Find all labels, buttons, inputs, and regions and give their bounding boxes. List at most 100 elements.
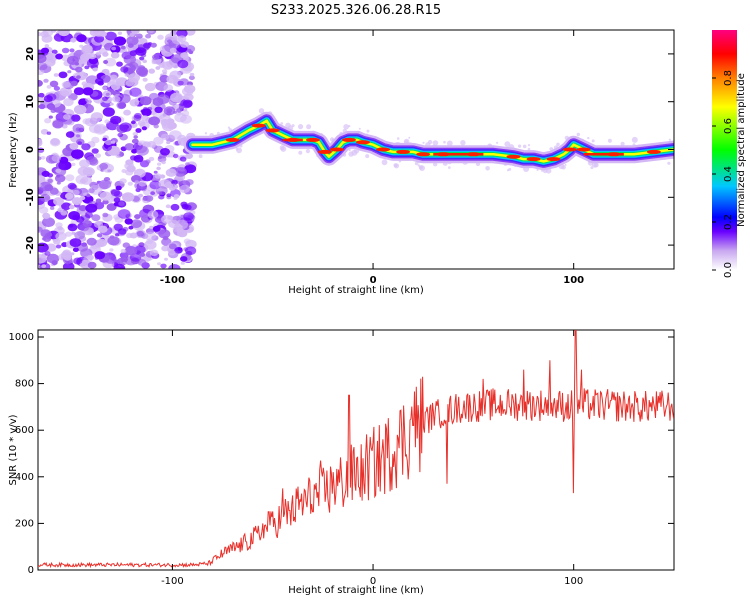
spectrogram-noise-blob — [86, 237, 97, 246]
spectrogram-noise-blob — [119, 153, 124, 157]
spectrogram-noise-blob — [96, 233, 103, 238]
spectrogram-noise-blob — [95, 77, 104, 85]
spectrogram-peak-core — [576, 147, 591, 152]
spectrogram-noise-blob — [91, 136, 100, 144]
spectrogram-noise-blob — [152, 54, 160, 60]
spectrogram-noise-blob — [169, 70, 182, 80]
spectrogram-noise-blob — [49, 80, 59, 88]
spectrogram-halo-point — [556, 142, 560, 147]
spectrogram-noise-blob — [38, 97, 44, 103]
spectrogram-halo-point — [527, 147, 531, 151]
spectrogram-y-axis-label: Frequency (Hz) — [8, 112, 19, 188]
spectrogram-x-tick-label: 100 — [563, 275, 584, 286]
snr-series-line — [38, 330, 674, 569]
spectrogram-noise-blob — [124, 73, 129, 77]
spectrogram-noise-blob — [113, 36, 127, 46]
spectrogram-halo-point — [518, 144, 522, 148]
spectrogram-peak-core — [526, 157, 541, 162]
spectrogram-noise-blob — [82, 167, 95, 177]
spectrogram-noise-blob — [73, 104, 87, 115]
spectrogram-noise-blob — [139, 96, 152, 106]
spectrogram-peak-core — [265, 128, 280, 133]
spectrogram-noise-blob — [72, 247, 79, 252]
spectrogram-y-tick-label: 20 — [25, 47, 36, 61]
spectrogram-noise-blob — [123, 109, 131, 116]
spectrogram-noise-blob — [105, 31, 117, 41]
spectrogram-noise-blob — [46, 131, 52, 135]
spectrogram-noise-blob — [47, 104, 56, 111]
colorbar-gradient — [712, 30, 737, 270]
spectrogram-noise-blob — [53, 73, 59, 77]
spectrogram-halo-point — [432, 140, 439, 146]
spectrogram-halo-point — [305, 149, 310, 154]
spectrogram-noise-blob — [62, 114, 71, 120]
spectrogram-noise-blob — [141, 115, 149, 122]
spectrogram-noise-blob — [171, 183, 176, 187]
snr-y-tick-label: 600 — [15, 425, 34, 436]
spectrogram-noise-blob — [165, 168, 177, 177]
spectrogram-noise-blob — [41, 264, 47, 268]
spectrogram-peak-core — [376, 147, 391, 152]
spectrogram-noise-blob — [50, 206, 55, 210]
spectrogram-x-tick-label: -100 — [160, 275, 185, 286]
spectrogram-noise-blob — [127, 43, 134, 48]
spectrogram-peak-core — [342, 137, 356, 142]
spectrogram-noise-blob — [45, 243, 57, 252]
spectrogram-noise-blob — [65, 174, 75, 182]
spectrogram-noise-blob — [179, 184, 191, 194]
spectrogram-noise-blob — [180, 261, 185, 265]
spectrogram-noise-blob — [72, 214, 80, 221]
spectrogram-noise-blob — [134, 112, 142, 119]
colorbar-label: Normalized spectral amplitude — [736, 73, 747, 227]
snr-y-tick-label: 800 — [15, 379, 34, 390]
spectrogram-noise-blob — [88, 53, 97, 60]
spectrogram-noise-blob — [134, 214, 141, 220]
spectrogram-noise-blob — [135, 128, 142, 133]
spectrogram-halo-point — [496, 141, 499, 144]
spectrogram-x-tick-label: 0 — [370, 275, 377, 286]
spectrogram-noise-blob — [98, 179, 112, 190]
spectrogram-noise-blob — [38, 152, 41, 157]
spectrogram-halo-point — [446, 140, 453, 147]
spectrogram-noise-blob — [155, 66, 161, 70]
spectrogram-noise-blob — [52, 119, 64, 129]
spectrogram-noise-blob — [102, 51, 109, 57]
spectrogram-noise-blob — [55, 53, 63, 60]
spectrogram-noise-blob — [117, 31, 123, 35]
spectrogram-noise-blob — [44, 118, 52, 124]
spectrogram-noise-blob — [43, 78, 49, 83]
spectrogram-y-tick-label: 0 — [25, 146, 36, 153]
spectrogram-noise-blob — [102, 212, 109, 218]
spectrogram-halo-point — [631, 136, 638, 143]
spectrogram-noise-blob — [166, 140, 171, 145]
spectrogram-noise-blob — [133, 154, 144, 163]
spectrogram-noise-blob — [40, 128, 49, 135]
spectrogram-noise-blob — [51, 260, 58, 266]
spectrogram-noise-blob — [159, 174, 166, 179]
spectrogram-noise-blob — [61, 90, 70, 96]
spectrogram-noise-blob — [160, 148, 170, 156]
spectrogram-noise-blob — [58, 160, 72, 171]
spectrogram-noise-blob — [153, 124, 159, 129]
spectrogram-noise-blob — [94, 123, 107, 134]
spectrogram-noise-blob — [168, 264, 181, 269]
spectrogram-noise-blob — [148, 116, 161, 126]
spectrogram-noise-blob — [182, 99, 193, 108]
spectrogram-noise-blob — [132, 131, 138, 137]
spectrogram-noise-blob — [131, 148, 138, 154]
spectrogram-halo-point — [366, 129, 370, 133]
spectrogram-noise-blob — [61, 250, 72, 259]
spectrogram-noise-blob — [112, 95, 121, 103]
spectrogram-noise-blob — [146, 238, 154, 244]
spectrogram-noise-blob — [55, 244, 62, 249]
spectrogram-noise-blob — [71, 162, 76, 167]
spectrogram-noise-blob — [95, 153, 102, 158]
spectrogram-noise-blob — [149, 225, 154, 230]
spectrogram-noise-blob — [71, 149, 84, 160]
spectrogram-noise-blob — [129, 50, 138, 57]
spectrogram-noise-blob — [69, 238, 82, 248]
spectrogram-noise-blob — [88, 188, 95, 194]
spectrogram-halo-point — [227, 126, 230, 129]
spectrogram-noise-blob — [102, 96, 108, 102]
